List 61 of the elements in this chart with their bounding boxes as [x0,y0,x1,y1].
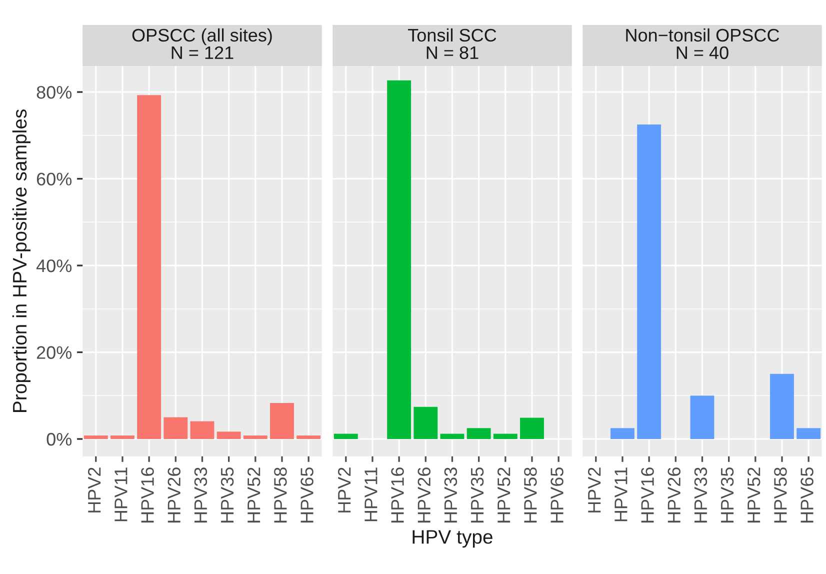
x-tick-label: HPV16 [641,468,654,522]
x-tick-label: HPV26 [168,468,180,522]
x-tick-label: HPV33 [694,468,708,522]
bar [387,80,412,439]
y-tick-label: 60% [36,172,72,186]
x-tick-label: HPV52 [247,468,260,522]
chart-title: OPSCC (all sites) [132,28,272,46]
x-tick-label: HPV11 [614,468,628,522]
bar [690,396,714,439]
x-tick-label: HPV2 [588,468,601,512]
x-tick-label: HPV33 [194,468,208,522]
x-tick-label: HPV65 [300,468,314,522]
x-tick-label: HPV35 [470,468,484,522]
x-tick-label: HPV11 [114,468,128,522]
x-tick-label: HPV58 [774,468,787,522]
y-tick-label: 80% [36,86,72,99]
bar [243,436,268,439]
x-axis-title: HPV type [412,530,492,548]
y-tick-label: 0% [46,432,72,446]
x-tick-label: HPV2 [88,468,101,512]
x-tick-label: HPV2 [338,468,351,512]
x-tick-label: HPV65 [800,468,814,522]
bar [796,428,821,439]
bar [334,434,358,439]
bar [216,432,241,439]
x-tick-label: HPV35 [220,468,234,522]
bar [164,417,188,439]
bar [610,428,634,439]
chart-title: Non−tonsil OPSCC [626,28,780,42]
x-tick-label: HPV16 [391,468,404,522]
bar [440,434,464,439]
bar [414,406,438,439]
bar [520,418,544,439]
bar [466,428,491,439]
x-tick-label: HPV35 [720,468,734,522]
x-tick-label: HPV33 [444,468,458,522]
x-tick-label: HPV11 [364,468,378,522]
x-tick-label: HPV52 [497,468,510,522]
x-tick-label: HPV65 [550,468,564,522]
y-tick-label: 20% [36,346,72,359]
y-tick-label: 40% [36,259,72,272]
y-axis-title: Proportion in HPV-positive samples [12,109,30,412]
bar [493,434,518,439]
chart-subtitle: N = 121 [172,46,234,59]
x-tick-label: HPV58 [274,468,287,522]
bar [110,436,134,439]
x-tick-label: HPV16 [141,468,154,522]
x-tick-label: HPV26 [668,468,680,522]
bar [84,436,108,439]
bar [190,421,214,439]
x-tick-label: HPV26 [418,468,430,522]
bar [137,95,162,439]
x-tick-label: HPV52 [747,468,760,522]
bar [770,374,794,439]
bar [637,124,662,439]
x-tick-label: HPV58 [524,468,537,522]
chart-title: Tonsil SCC [408,28,496,42]
chart-subtitle: N = 40 [676,46,728,60]
bar [296,436,321,439]
chart-subtitle: N = 81 [426,46,478,60]
bar [270,402,294,439]
